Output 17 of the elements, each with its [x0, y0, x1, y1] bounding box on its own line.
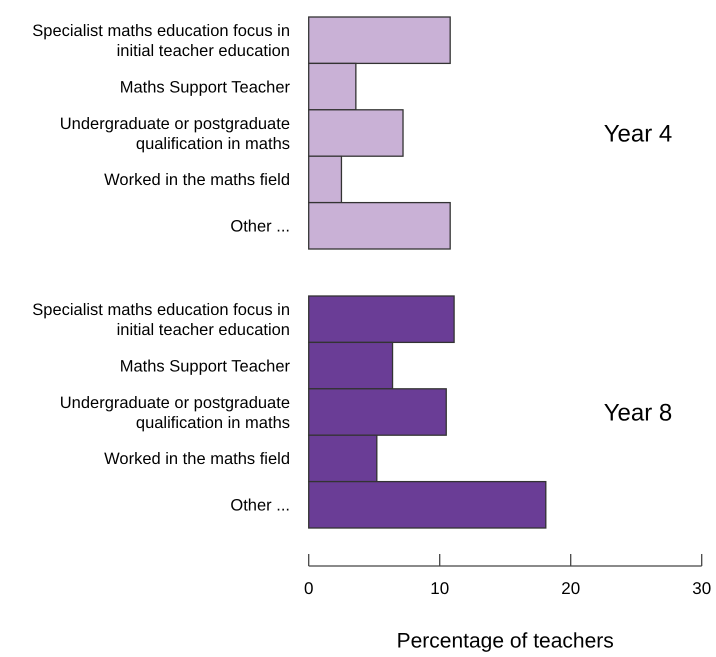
- x-tick-label: 30: [692, 579, 712, 598]
- y-tick-label: Other ...: [230, 496, 290, 515]
- text: Year 4: [604, 120, 672, 148]
- y-tick-label: Specialist maths education focus in initial teacher education: [32, 22, 290, 60]
- y-tick-label: Specialist maths education focus in initial teacher education: [32, 300, 290, 339]
- y-tick-label: Undergraduate or postgraduate qualification in maths: [60, 114, 290, 153]
- y-tick-label: Maths Support Teacher: [120, 357, 290, 376]
- text: Year 8: [604, 399, 672, 426]
- y-tick-label: Worked in the maths field: [104, 450, 290, 468]
- x-tick-label: 20: [561, 579, 580, 598]
- y-tick-label: Undergraduate or postgraduate qualification in maths: [60, 394, 290, 432]
- y-tick-label: Other ...: [230, 218, 290, 236]
- x-axis-title: Percentage of teachers: [396, 629, 614, 652]
- y-tick-label: Maths Support Teacher: [120, 78, 290, 96]
- y-tick-label: Worked in the maths field: [104, 171, 290, 190]
- x-tick-label: 10: [430, 579, 450, 598]
- x-tick-label: 0: [304, 579, 314, 598]
